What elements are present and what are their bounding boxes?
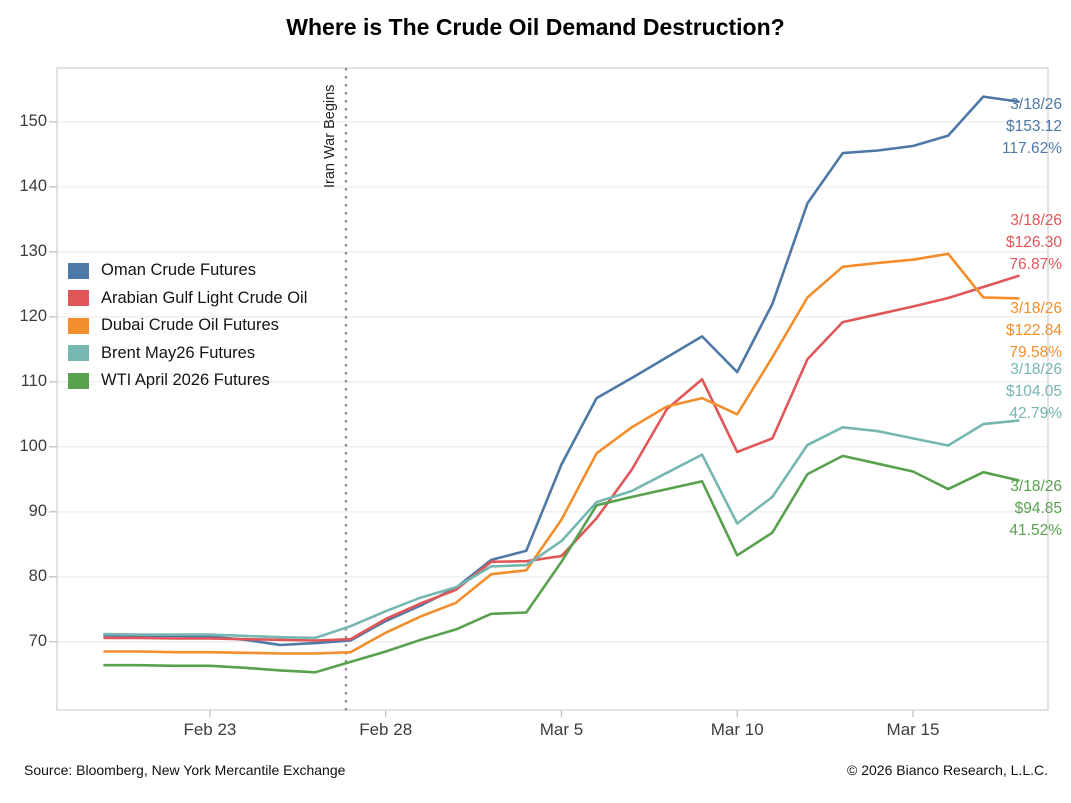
x-axis-label-mar-15: Mar 15	[886, 720, 940, 739]
annotation-0: 3/18/26 $153.12 117.62%	[1002, 94, 1062, 160]
series-line-0	[103, 95, 1020, 647]
annotation-price: $122.84	[1005, 322, 1062, 340]
legend-label: WTI April 2026 Futures	[101, 371, 270, 390]
legend-item-0: Oman Crude Futures	[68, 257, 307, 285]
y-axis-label-90: 90	[28, 501, 47, 520]
annotation-1: 3/18/26 $126.30 76.87%	[1006, 210, 1062, 276]
annotation-pct: 117.62%	[1001, 139, 1062, 157]
y-axis-label-150: 150	[19, 111, 47, 130]
annotation-date: 3/18/26	[1010, 95, 1062, 113]
footer-source: Source: Bloomberg, New York Mercantile E…	[24, 762, 346, 778]
legend-swatch-icon	[68, 262, 89, 279]
series-line-4	[103, 454, 1020, 674]
legend-label: Dubai Crude Oil Futures	[101, 316, 279, 335]
x-axis-label-feb-28: Feb 28	[359, 720, 413, 739]
chart-title: Where is The Crude Oil Demand Destructio…	[286, 14, 785, 40]
annotation-date: 3/18/26	[1010, 360, 1062, 378]
annotation-pct: 76.87%	[1009, 255, 1062, 273]
legend-item-1: Arabian Gulf Light Crude Oil	[68, 285, 307, 313]
annotation-pct: 79.58%	[1009, 344, 1062, 362]
annotation-4: 3/18/26 $94.85 41.52%	[1009, 476, 1062, 542]
legend-label: Arabian Gulf Light Crude Oil	[101, 288, 308, 307]
y-axis-label-120: 120	[19, 306, 47, 325]
series-line-1	[103, 274, 1020, 642]
legend-item-3: Brent May26 Futures	[68, 340, 307, 368]
legend-swatch-icon	[68, 345, 89, 362]
annotation-price: $153.12	[1005, 117, 1062, 135]
legend-item-2: Dubai Crude Oil Futures	[68, 312, 307, 340]
series-line-2	[103, 252, 1020, 655]
legend-swatch-icon	[68, 290, 89, 307]
footer-copyright: © 2026 Bianco Research, L.L.C.	[847, 762, 1048, 778]
y-axis-label-130: 130	[19, 241, 47, 260]
legend-swatch-icon	[68, 317, 89, 334]
x-axis-label-mar-10: Mar 10	[710, 720, 764, 739]
y-axis-label-110: 110	[20, 371, 47, 390]
annotation-date: 3/18/26	[1010, 300, 1062, 318]
x-axis-label-mar-5: Mar 5	[539, 720, 584, 739]
y-axis-label-140: 140	[19, 176, 47, 195]
annotation-3: 3/18/26 $104.05 42.79%	[1006, 359, 1062, 425]
annotation-date: 3/18/26	[1010, 211, 1062, 229]
plot-border	[56, 67, 1049, 711]
legend-swatch-icon	[68, 372, 89, 389]
series-line-3	[103, 419, 1020, 640]
y-axis-label-70: 70	[28, 631, 47, 650]
y-axis-label-100: 100	[19, 436, 47, 455]
legend: Oman Crude Futures Arabian Gulf Light Cru…	[68, 257, 307, 395]
event-line-label: Iran War Begins	[321, 84, 338, 188]
legend-item-4: WTI April 2026 Futures	[68, 367, 307, 395]
annotation-pct: 42.79%	[1009, 404, 1062, 422]
legend-label: Oman Crude Futures	[101, 261, 256, 280]
annotation-price: $126.30	[1005, 233, 1062, 251]
annotation-date: 3/18/26	[1010, 478, 1062, 496]
annotation-price: $104.05	[1005, 382, 1062, 400]
annotation-price: $94.85	[1014, 500, 1062, 518]
annotation-2: 3/18/26 $122.84 79.58%	[1006, 298, 1062, 364]
y-axis-label-80: 80	[28, 566, 47, 585]
annotation-pct: 41.52%	[1009, 522, 1062, 540]
legend-label: Brent May26 Futures	[101, 343, 256, 362]
x-axis-label-feb-23: Feb 23	[183, 720, 237, 739]
